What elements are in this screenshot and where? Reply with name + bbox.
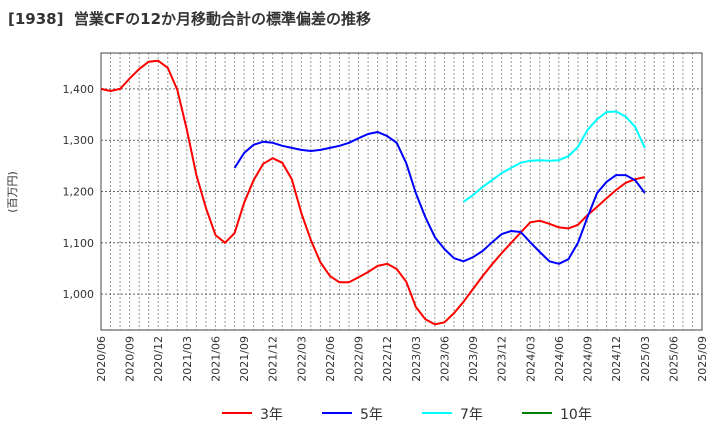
series-line-7年: [462, 110, 646, 203]
x-tick-label: 2023/12: [496, 336, 509, 382]
x-tick-label: 2023/09: [467, 336, 480, 382]
chart-title: [1938] 営業CFの12か月移動合計の標準偏差の推移: [8, 10, 372, 28]
x-tick-label: 2020/06: [95, 336, 108, 382]
series-line-5年: [233, 131, 646, 265]
x-tick-label: 2024/12: [610, 336, 623, 382]
x-tick-label: 2024/06: [553, 336, 566, 382]
y-tick-label: 1,100: [63, 237, 95, 250]
x-tick-label: 2025/09: [696, 336, 709, 382]
x-tick-label: 2021/03: [181, 336, 194, 382]
x-tick-label: 2020/12: [152, 336, 165, 382]
legend-label: 7年: [460, 407, 483, 423]
x-tick-label: 2020/09: [124, 336, 137, 382]
x-tick-label: 2025/06: [667, 336, 680, 382]
x-tick-label: 2022/06: [324, 336, 337, 382]
y-tick-label: 1,400: [63, 83, 95, 96]
x-tick-label: 2022/12: [381, 336, 394, 382]
x-tick-label: 2023/03: [410, 336, 423, 382]
x-tick-label: 2024/09: [582, 336, 595, 382]
y-tick-label: 1,000: [63, 288, 95, 301]
series-line-3年: [100, 59, 646, 326]
x-tick-label: 2021/12: [267, 336, 280, 382]
y-axis-label: (百万円): [6, 171, 19, 213]
x-tick-label: 2023/06: [438, 336, 451, 382]
x-tick-label: 2024/03: [524, 336, 537, 382]
y-tick-label: 1,200: [63, 186, 95, 199]
x-tick-label: 2021/09: [238, 336, 251, 382]
x-tick-label: 2025/03: [639, 336, 652, 382]
legend-label: 5年: [360, 407, 383, 423]
legend-label: 3年: [260, 407, 283, 423]
legend-label: 10年: [560, 407, 592, 423]
y-tick-label: 1,300: [63, 134, 95, 147]
x-tick-label: 2022/03: [295, 336, 308, 382]
x-tick-label: 2022/09: [353, 336, 366, 382]
plot-frame: [100, 52, 703, 331]
x-tick-label: 2021/06: [209, 336, 222, 382]
